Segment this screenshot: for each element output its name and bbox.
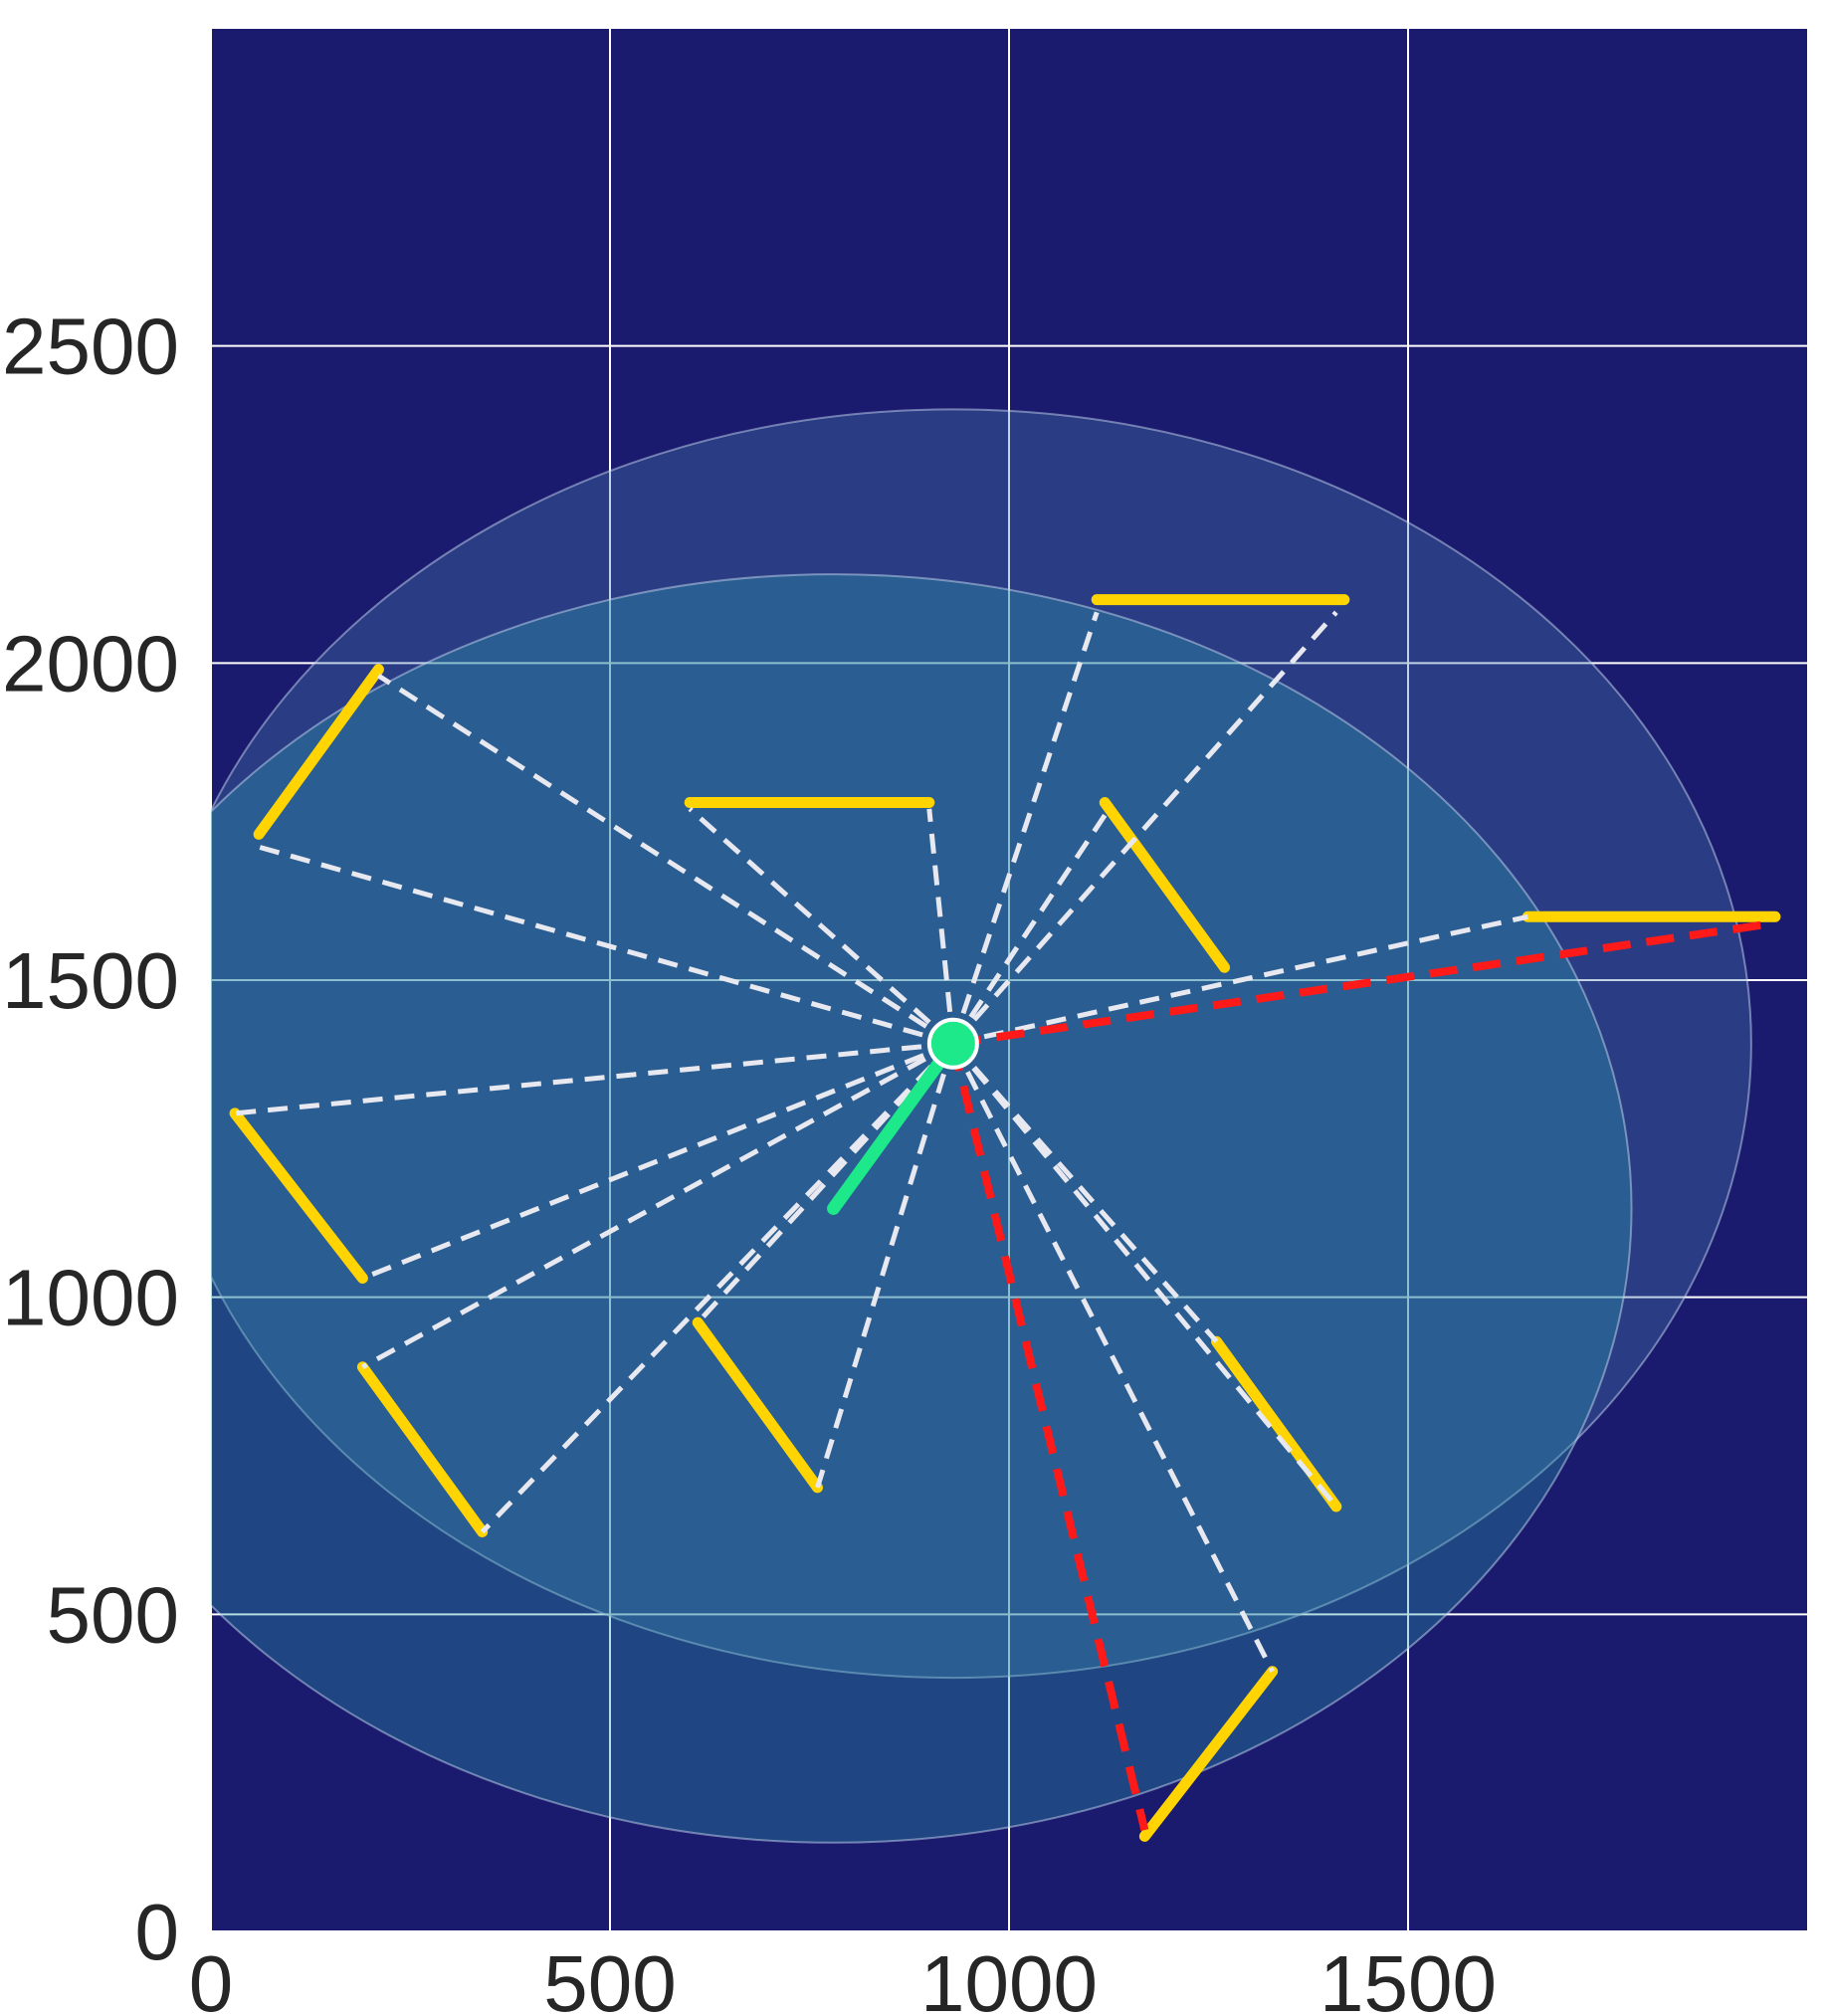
robot (926, 1017, 979, 1070)
wall (229, 1108, 368, 1285)
wall (356, 1361, 489, 1537)
sensor-range (211, 408, 1752, 1679)
sensor-ray (950, 1042, 1338, 1509)
sensor-ray (815, 1043, 956, 1489)
y-tick-label: 0 (135, 1888, 180, 1976)
selected-ray (948, 1042, 1149, 1831)
sensor-ray (688, 807, 955, 1046)
tick-labels: 0 500 1000 1500 0 500 1000 1500 2000 2500 (2, 302, 1497, 2016)
sensor-ray (258, 844, 954, 1047)
wall (253, 664, 384, 840)
wall (1099, 797, 1231, 973)
sensor-ray (480, 1041, 955, 1534)
sensor-ray (952, 913, 1528, 1047)
wall (692, 1316, 824, 1494)
x-tick-label: 1500 (1319, 1939, 1497, 2016)
sensor-ray (926, 808, 956, 1044)
sensor-ray (950, 1042, 1275, 1673)
y-tick-label: 2500 (2, 302, 179, 391)
y-tick-label: 1500 (2, 936, 179, 1025)
sensor-ray (361, 1041, 955, 1369)
sensor-ray (361, 1041, 954, 1281)
sensor-ray (950, 813, 1108, 1046)
x-tick-label: 500 (543, 1939, 676, 2016)
x-tick-label: 1000 (920, 1939, 1098, 2016)
heading (827, 1037, 960, 1215)
selected-ray (952, 918, 1776, 1048)
y-tick-label: 2000 (2, 619, 179, 707)
sensor-ray (234, 1041, 954, 1116)
wall (1138, 1666, 1279, 1842)
x-tick-label: 0 (189, 1939, 234, 2016)
sensor-ray (950, 611, 1100, 1045)
y-tick-label: 500 (47, 1570, 179, 1659)
sensor-range (211, 573, 1633, 1844)
y-tick-label: 1000 (2, 1254, 179, 1342)
sensor-ray (950, 610, 1338, 1046)
wall (1211, 1335, 1342, 1512)
plot-area (211, 29, 1807, 1931)
sensor-ray (377, 673, 955, 1046)
